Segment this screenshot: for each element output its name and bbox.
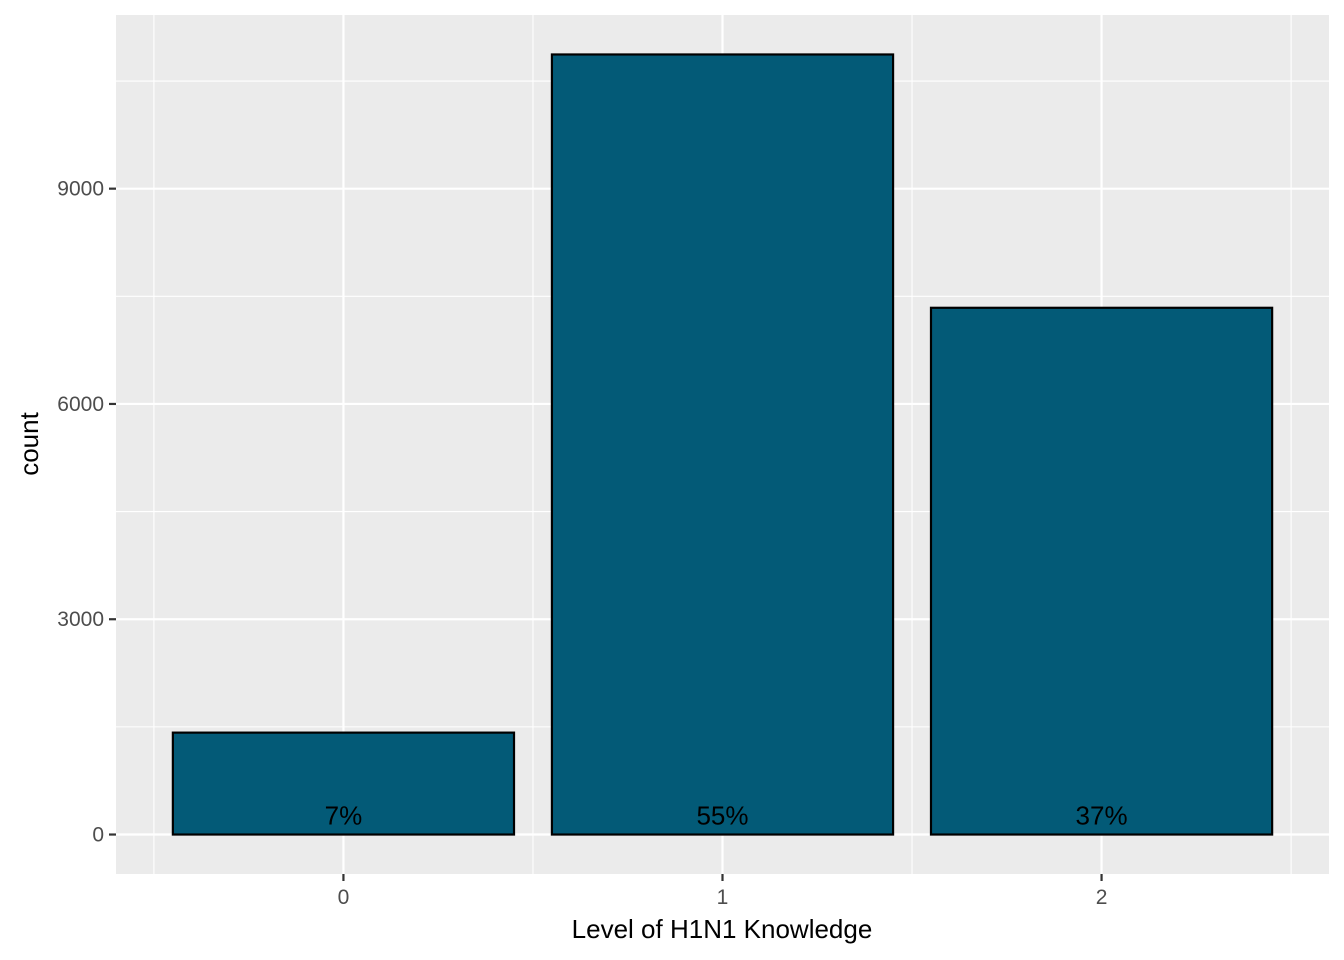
x-axis: 0 1 2 — [338, 874, 1108, 909]
y-tick-label: 3000 — [57, 608, 104, 631]
bar-label-2: 37% — [1076, 801, 1128, 831]
bar-2 — [929, 306, 1274, 836]
y-axis: 0 3000 6000 9000 — [57, 178, 116, 847]
y-tick-label: 0 — [92, 824, 104, 847]
x-tick-label: 1 — [717, 886, 729, 909]
y-tick-label: 9000 — [57, 178, 104, 201]
y-tick-label: 6000 — [57, 393, 104, 416]
y-axis-title: count — [14, 411, 44, 475]
bar-0 — [171, 731, 516, 836]
bars — [171, 53, 1274, 836]
x-tick-label: 0 — [338, 886, 350, 909]
x-tick-label: 2 — [1096, 886, 1108, 909]
bar-1 — [550, 53, 895, 836]
bar-labels: 7% 55% 37% — [325, 801, 1128, 831]
bar-label-1: 55% — [696, 801, 748, 831]
bar-label-0: 7% — [325, 801, 363, 831]
x-axis-title: Level of H1N1 Knowledge — [572, 914, 873, 944]
